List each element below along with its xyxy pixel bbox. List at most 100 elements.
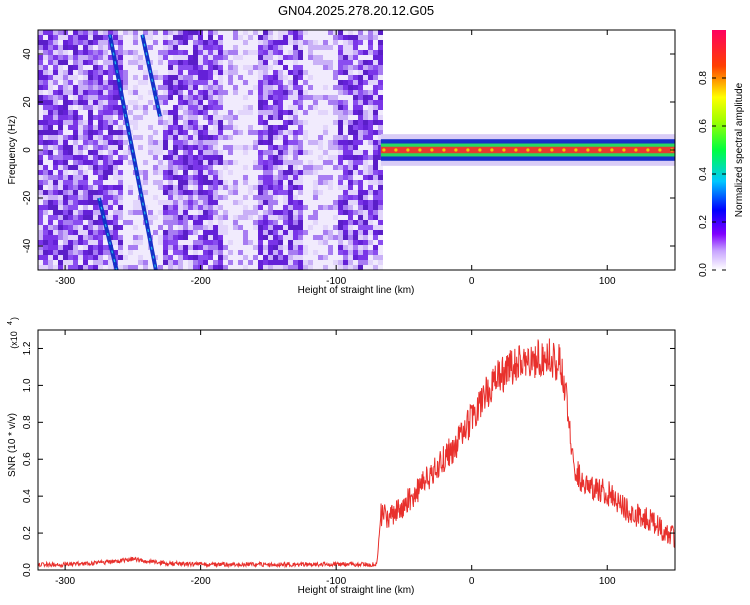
heatmap-cell (343, 150, 348, 155)
heatmap-cell (38, 150, 43, 155)
heatmap-cell (273, 220, 278, 225)
heatmap-cell (303, 55, 308, 60)
heatmap-cell (373, 235, 378, 240)
heatmap-cell (363, 45, 368, 50)
heatmap-cell (63, 230, 68, 235)
heatmap-cell (278, 70, 283, 75)
heatmap-cell (143, 60, 148, 65)
heatmap-cell (368, 245, 373, 250)
heatmap-cell (108, 200, 113, 205)
heatmap-cell (338, 260, 343, 265)
heatmap-cell (248, 195, 253, 200)
heatmap-cell (238, 90, 243, 95)
heatmap-cell (298, 40, 303, 45)
heatmap-cell (58, 220, 63, 225)
heatmap-cell (333, 235, 338, 240)
heatmap-cell (73, 85, 78, 90)
heatmap-cell (298, 165, 303, 170)
heatmap-cell (373, 255, 378, 260)
heatmap-cell (123, 195, 128, 200)
heatmap-cell (293, 190, 298, 195)
heatmap-cell (48, 35, 53, 40)
heatmap-cell (258, 30, 263, 35)
heatmap-cell (253, 170, 258, 175)
heatmap-cell (38, 175, 43, 180)
heatmap-cell (263, 40, 268, 45)
heatmap-cell (373, 60, 378, 65)
heatmap-cell (113, 230, 118, 235)
ribbon-dot (550, 148, 554, 152)
heatmap-cell (88, 230, 93, 235)
heatmap-cell (48, 210, 53, 215)
heatmap-cell (213, 170, 218, 175)
heatmap-cell (248, 80, 253, 85)
heatmap-cell (148, 190, 153, 195)
heatmap-cell (168, 185, 173, 190)
heatmap-cell (178, 245, 183, 250)
heatmap-cell (158, 60, 163, 65)
heatmap-cell (218, 105, 223, 110)
heatmap-cell (73, 135, 78, 140)
heatmap-cell (328, 225, 333, 230)
heatmap-cell (273, 250, 278, 255)
heatmap-cell (378, 245, 383, 250)
x-tick-label: -200 (191, 576, 211, 587)
heatmap-cell (218, 65, 223, 70)
heatmap-cell (348, 100, 353, 105)
heatmap-cell (53, 265, 58, 270)
heatmap-cell (333, 245, 338, 250)
heatmap-cell (73, 50, 78, 55)
heatmap-cell (93, 245, 98, 250)
heatmap-cell (93, 170, 98, 175)
heatmap-cell (48, 50, 53, 55)
heatmap-cell (73, 180, 78, 185)
heatmap-cell (118, 135, 123, 140)
heatmap-cell (183, 215, 188, 220)
heatmap-cell (38, 180, 43, 185)
heatmap-cell (213, 90, 218, 95)
heatmap-cell (103, 100, 108, 105)
heatmap-cell (338, 130, 343, 135)
heatmap-cell (58, 200, 63, 205)
heatmap-cell (343, 210, 348, 215)
heatmap-cell (238, 220, 243, 225)
heatmap-cell (153, 80, 158, 85)
heatmap-cell (123, 50, 128, 55)
heatmap-cell (118, 120, 123, 125)
heatmap-cell (288, 140, 293, 145)
heatmap-cell (248, 40, 253, 45)
heatmap-cell (323, 190, 328, 195)
ribbon-dot (466, 148, 470, 152)
heatmap-cell (373, 85, 378, 90)
heatmap-cell (93, 205, 98, 210)
heatmap-cell (308, 65, 313, 70)
heatmap-cell (68, 90, 73, 95)
heatmap-cell (213, 145, 218, 150)
heatmap-cell (133, 145, 138, 150)
heatmap-cell (373, 40, 378, 45)
heatmap-cell (213, 95, 218, 100)
heatmap-cell (328, 150, 333, 155)
heatmap-cell (203, 215, 208, 220)
heatmap-cell (363, 160, 368, 165)
heatmap-cell (328, 115, 333, 120)
heatmap-cell (118, 65, 123, 70)
heatmap-cell (213, 150, 218, 155)
heatmap-cell (253, 110, 258, 115)
heatmap-cell (258, 85, 263, 90)
heatmap-cell (353, 205, 358, 210)
heatmap-cell (108, 210, 113, 215)
heatmap-cell (263, 170, 268, 175)
heatmap-cell (278, 110, 283, 115)
heatmap-cell (313, 110, 318, 115)
heatmap-cell (228, 70, 233, 75)
heatmap-cell (243, 130, 248, 135)
heatmap-cell (213, 50, 218, 55)
heatmap-cell (58, 105, 63, 110)
heatmap-cell (178, 105, 183, 110)
heatmap-cell (38, 245, 43, 250)
heatmap-cell (338, 170, 343, 175)
heatmap-cell (308, 30, 313, 35)
heatmap-cell (193, 120, 198, 125)
heatmap-cell (303, 235, 308, 240)
